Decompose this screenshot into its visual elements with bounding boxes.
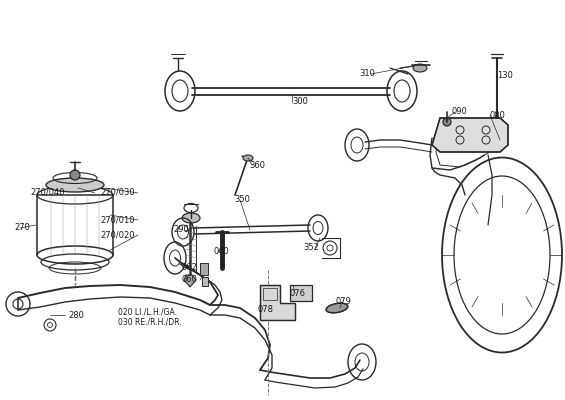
Text: 270/010: 270/010 (100, 216, 134, 224)
Text: 270/020: 270/020 (100, 230, 134, 240)
Bar (202, 277, 208, 286)
Bar (290, 285, 312, 301)
Text: 270: 270 (14, 224, 30, 232)
Polygon shape (184, 275, 196, 287)
Text: 060: 060 (182, 276, 198, 284)
Circle shape (443, 118, 451, 126)
Text: 078: 078 (258, 306, 274, 314)
Text: 130: 130 (497, 72, 513, 80)
Text: 040: 040 (213, 248, 229, 256)
Ellipse shape (243, 155, 253, 161)
Ellipse shape (182, 213, 200, 223)
Text: 352: 352 (303, 244, 319, 252)
Text: 270/040: 270/040 (30, 188, 64, 196)
Text: 030 RE./R.H./DR.: 030 RE./R.H./DR. (118, 318, 181, 326)
Circle shape (70, 170, 80, 180)
Bar (200, 263, 208, 275)
Text: 020 LI./L.H./GA.: 020 LI./L.H./GA. (118, 308, 177, 316)
Polygon shape (432, 118, 508, 152)
Ellipse shape (46, 178, 104, 192)
Text: 062: 062 (182, 264, 198, 272)
Text: 350: 350 (234, 196, 250, 204)
Text: 310: 310 (359, 70, 375, 78)
Ellipse shape (326, 303, 348, 313)
Text: 270/030: 270/030 (100, 188, 134, 196)
Text: 079: 079 (336, 298, 352, 306)
Text: 300: 300 (292, 98, 308, 106)
Text: 290: 290 (173, 226, 189, 234)
Bar (263, 288, 277, 300)
Text: 280: 280 (68, 310, 84, 320)
Text: 090: 090 (451, 108, 467, 116)
Text: 076: 076 (290, 288, 306, 298)
Polygon shape (260, 285, 295, 320)
Text: 360: 360 (249, 160, 265, 170)
Ellipse shape (413, 64, 427, 72)
Text: 080: 080 (490, 110, 506, 120)
Bar (290, 285, 312, 301)
